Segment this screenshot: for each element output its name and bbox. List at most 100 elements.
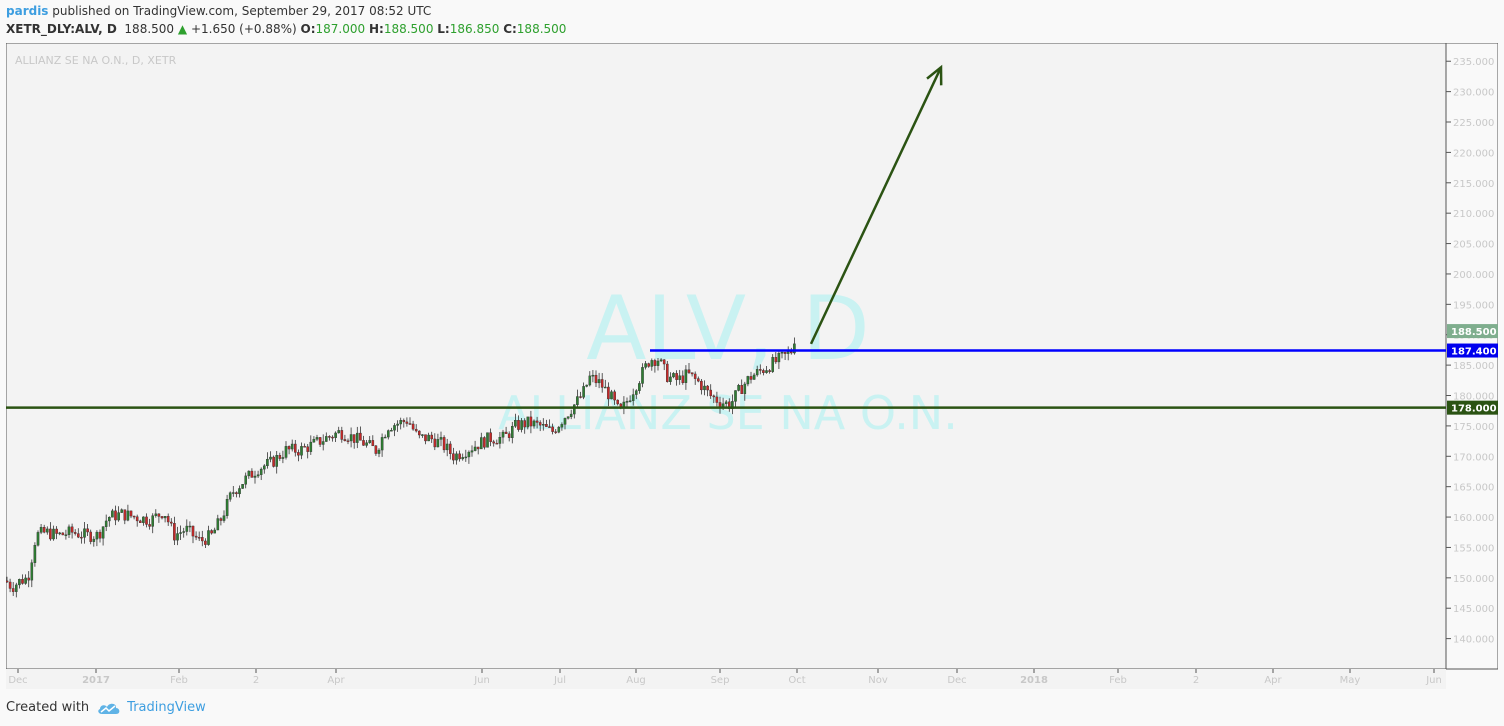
tradingview-link[interactable]: TradingView (127, 700, 206, 715)
candle-body (188, 525, 192, 528)
chart-title: ALLIANZ SE NA O.N., D, XETR (15, 54, 177, 67)
candle-body (104, 520, 108, 527)
candle-body (573, 404, 576, 415)
candle-body (145, 516, 148, 525)
y-tick-label: 160.000 (1453, 513, 1494, 524)
candle-body (231, 492, 235, 494)
candle-body (138, 520, 142, 523)
candle-body (486, 432, 489, 448)
candle-body (780, 352, 784, 354)
candle-body (749, 376, 753, 380)
candle-body (455, 453, 458, 461)
candle-body (343, 439, 347, 441)
x-tick-label: Feb (170, 675, 188, 686)
chart-container[interactable]: ALV, D ALLIANZ SE NA O.N. ALLIANZ SE NA … (5, 42, 1499, 689)
candle-body (64, 534, 68, 536)
candle-body (163, 516, 167, 519)
candle-body (765, 370, 768, 373)
price-chart[interactable]: ALV, D ALLIANZ SE NA O.N. ALLIANZ SE NA … (5, 42, 1499, 689)
x-tick-label: Dec (947, 675, 966, 686)
candle-body (498, 436, 502, 444)
candle-body (700, 380, 703, 391)
candle-body (396, 423, 399, 426)
candle-body (117, 512, 120, 521)
candle-body (458, 453, 461, 460)
candle-body (346, 440, 350, 442)
candle-body (777, 352, 781, 363)
candle-body (737, 385, 740, 391)
candle-body (628, 400, 632, 402)
low-key: L: (437, 22, 450, 36)
candle-body (120, 509, 123, 513)
close-key: C: (503, 22, 517, 36)
candle-body (703, 385, 706, 391)
plot-area[interactable] (5, 42, 1447, 670)
x-tick-label: 2017 (82, 675, 110, 686)
candle-body (650, 360, 654, 367)
candle-body (148, 524, 151, 527)
forecast-arrow[interactable] (809, 64, 943, 345)
low-value: 186.850 (449, 22, 500, 36)
candle-body (250, 470, 254, 478)
candle-body (325, 436, 328, 442)
candle-body (616, 399, 619, 405)
candle-body (219, 518, 223, 521)
candle-body (538, 422, 542, 426)
candle-body (281, 457, 285, 459)
candle-body (39, 527, 43, 533)
candle-body (414, 428, 418, 432)
y-tick-label: 145.000 (1453, 604, 1494, 615)
candle-body (182, 531, 186, 533)
candle-body (790, 351, 793, 354)
horizontal-lines[interactable] (6, 349, 1446, 409)
candle-body (480, 437, 483, 450)
candle-body (762, 370, 765, 373)
candle-body (67, 526, 71, 535)
candle-body (492, 441, 496, 444)
candle-body (610, 391, 613, 400)
candle-body (284, 446, 288, 458)
candle-body (98, 531, 102, 539)
candle-body (135, 516, 139, 522)
candle-body (424, 434, 427, 442)
candle-body (631, 394, 635, 401)
candle-body (95, 531, 99, 540)
candle-body (387, 430, 390, 438)
candle-body (92, 538, 96, 542)
candle-body (272, 456, 275, 467)
candle-body (290, 443, 294, 450)
candle-body (542, 424, 545, 426)
candle-body (334, 432, 337, 438)
author-link[interactable]: pardis (6, 4, 49, 18)
candle-body (11, 588, 15, 592)
candle-body (641, 367, 644, 384)
candle-body (526, 416, 530, 428)
candle-body (306, 446, 310, 452)
candle-body (256, 474, 260, 477)
arrow-shaft[interactable] (809, 66, 943, 345)
candle-body (402, 420, 406, 423)
arrow-head[interactable] (926, 64, 943, 86)
candle-body (706, 385, 709, 391)
time-axis[interactable] (6, 669, 1446, 689)
candle-body (235, 492, 238, 495)
x-tick-label: Dec (8, 675, 27, 686)
candle-body (318, 437, 322, 445)
candle-body (681, 375, 685, 383)
candle-body (197, 537, 201, 539)
candle-body (678, 375, 681, 380)
candle-body (399, 420, 403, 425)
candle-body (216, 518, 220, 531)
x-tick-label: 2 (253, 675, 259, 686)
candle-body (49, 528, 52, 540)
candle-body (287, 446, 291, 450)
candle-body (752, 374, 756, 380)
candle-body (123, 509, 127, 521)
candle-body (591, 374, 595, 377)
candle-body (244, 475, 248, 485)
candle-body (746, 376, 750, 385)
candle-body (644, 363, 647, 368)
x-tick-label: Apr (1264, 675, 1282, 686)
candle-body (411, 423, 415, 430)
candle-body (693, 373, 697, 379)
